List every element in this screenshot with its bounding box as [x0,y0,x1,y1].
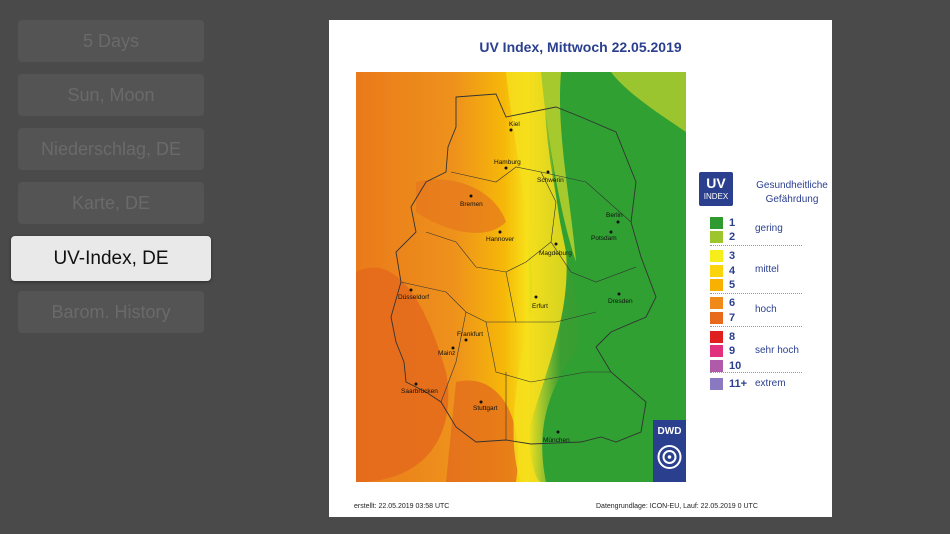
legend-swatch [710,279,723,291]
data-basis: Datengrundlage: ICON-EU, Lauf: 22.05.201… [596,503,758,510]
legend-swatch [710,217,723,229]
legend-level-number: 9 [729,345,736,357]
legend-level-number: 4 [729,265,736,277]
uv-zone-7-south [446,380,518,482]
legend-category-mittel: mittel [755,264,779,275]
menu-button-uv-index[interactable]: UV-Index, DE [11,236,211,281]
legend-swatch [710,345,723,357]
legend-swatch [710,250,723,262]
city-label-bremen: Bremen [460,201,483,208]
legend-level: 4 [710,265,735,277]
legend-swatch [710,312,723,324]
city-label-saarbruecken: Saarbrücken [401,388,438,395]
uv-index-badge: UV INDEX [699,172,733,206]
city-label-kiel: Kiel [509,121,520,128]
city-label-potsdam: Potsdam [591,235,617,242]
legend-level-number: 6 [729,297,736,309]
uv-zone-1 [542,72,686,482]
city-dot [509,128,513,132]
city-label-dresden: Dresden [608,298,633,305]
uv-map-panel: UV Index, Mittwoch 22.05.2019 [329,20,832,517]
legend-level-number: 11+ [729,378,748,390]
legend-level: 10 [710,360,741,372]
city-label-frankfurt: Frankfurt [457,331,483,338]
legend-level: 11+ [710,378,747,390]
uv-zone-2 [541,72,576,262]
map-title: UV Index, Mittwoch 22.05.2019 [479,39,682,55]
legend-level-number: 1 [729,217,736,229]
legend-swatch [710,297,723,309]
menu-button-5-days[interactable]: 5 Days [18,20,204,62]
legend-divider [710,245,802,246]
menu-button-niederschlag[interactable]: Niederschlag, DE [18,128,204,170]
legend-level: 8 [710,331,735,343]
legend-divider [710,326,802,327]
legend-swatch [710,231,723,243]
legend-level: 2 [710,231,735,243]
city-label-magdeburg: Magdeburg [539,250,572,257]
legend-divider [710,372,802,373]
legend-category-hoch: hoch [755,304,777,315]
svg-text:DWD: DWD [658,426,682,437]
legend-level: 3 [710,250,735,262]
legend-level-number: 7 [729,312,736,324]
state-borders [400,166,637,440]
uv-map: Kiel Hamburg Schwerin Bremen Berlin Pots… [356,72,686,482]
legend-swatch [710,378,723,390]
menu-button-karte[interactable]: Karte, DE [18,182,204,224]
legend-level: 9 [710,345,735,357]
legend-divider [710,293,802,294]
legend-level-number: 2 [729,231,736,243]
uv-zone-6 [416,179,506,233]
legend-level: 5 [710,279,735,291]
menu-button-sun-moon[interactable]: Sun, Moon [18,74,204,116]
legend-swatch [710,331,723,343]
city-label-hannover: Hannover [486,236,515,243]
city-label-muenchen: München [543,437,570,444]
dwd-logo: DWD [653,420,686,482]
legend-swatch [710,360,723,372]
uv-zone-7 [356,267,449,482]
legend-category-gering: gering [755,223,783,234]
badge-main: UV [706,175,726,191]
city-label-berlin: Berlin [606,212,623,219]
legend-level: 1 [710,217,735,229]
badge-sub: INDEX [703,192,729,201]
legend-category-sehr-hoch: sehr hoch [755,345,799,356]
legend-description: Gesundheitliche Gefährdung [756,180,828,205]
legend-level: 7 [710,312,735,324]
menu-button-barom-history[interactable]: Barom. History [18,291,204,333]
city-label-hamburg: Hamburg [494,159,521,166]
legend-level-number: 3 [729,250,736,262]
city-label-duesseldorf: Düsseldorf [398,294,429,301]
city-label-erfurt: Erfurt [532,303,548,310]
city-label-mainz: Mainz [438,350,455,357]
legend-level: 6 [710,297,735,309]
legend-level-number: 10 [729,360,742,372]
legend-swatch [710,265,723,277]
legend-level-number: 8 [729,331,736,343]
legend-level-number: 5 [729,279,736,291]
created-timestamp: erstellt: 22.05.2019 03:58 UTC [354,503,450,510]
legend-category-extrem: extrem [755,378,786,389]
city-label-stuttgart: Stuttgart [473,405,498,412]
germany-outline [390,93,657,445]
city-label-schwerin: Schwerin [537,177,564,184]
